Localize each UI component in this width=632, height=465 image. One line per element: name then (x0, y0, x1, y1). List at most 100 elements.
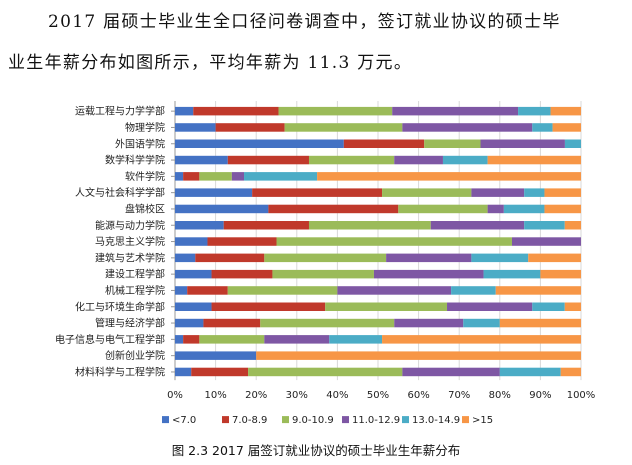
bar-segment (564, 221, 581, 230)
category-label: 机械工程学院 (105, 284, 165, 297)
bar-segment (175, 286, 188, 295)
bar-segment (175, 221, 224, 230)
bar-segment (424, 139, 481, 148)
category-label: 能源与动力学院 (95, 219, 165, 232)
category-label: 人文与社会科学学部 (75, 186, 165, 199)
category-label: 建筑与艺术学院 (95, 251, 165, 264)
bar-segment (278, 106, 393, 116)
legend-swatch (462, 416, 469, 424)
bar-segment (276, 237, 512, 246)
bar-segment (386, 253, 472, 263)
legend-label: <7.0 (172, 415, 196, 426)
bar-segment (175, 318, 204, 328)
bar-segment (199, 335, 265, 344)
x-tick-label: 0% (167, 390, 183, 401)
bar-segment (511, 237, 581, 246)
category-label: 电子信息与电气工程学部 (55, 333, 165, 346)
bar-segment (308, 155, 395, 165)
legend-label: 7.0-8.9 (232, 415, 267, 426)
bar-segment (211, 269, 273, 279)
bar-segment (524, 188, 545, 197)
x-tick-label: 80% (489, 390, 511, 401)
bar-segment (394, 155, 443, 165)
bar-segment (211, 302, 326, 311)
bar-segment (175, 253, 196, 263)
bar-segment (284, 123, 403, 132)
bar-segment (175, 237, 208, 246)
bar-segment (382, 188, 472, 197)
bar-segment (175, 335, 184, 344)
bar-segment (244, 172, 318, 181)
bar-segment (552, 123, 581, 132)
bar-segment (343, 139, 425, 148)
category-label: 软件学院 (125, 170, 165, 183)
bar-segment (463, 318, 500, 328)
category-label: 盘锦校区 (125, 202, 165, 215)
x-tick-label: 60% (407, 390, 429, 401)
legend-swatch (162, 416, 169, 424)
legend-swatch (222, 416, 229, 424)
bar-segment (325, 302, 448, 311)
bar-segment (540, 269, 581, 279)
legend-label: >15 (472, 415, 493, 426)
intro-text-line-1: 2017 届硕士毕业生全口径问卷调查中，签订就业协议的硕士毕 (48, 12, 561, 32)
bar-segment (532, 302, 565, 311)
category-label: 材料科学与工程学院 (75, 365, 165, 378)
bar-segment (175, 139, 344, 148)
bar-segment (394, 318, 464, 328)
bar-segment (175, 302, 212, 311)
bar-segment (518, 106, 551, 116)
bar-segment (495, 286, 581, 295)
bar-segment (317, 172, 581, 181)
bar-segment (382, 335, 581, 344)
bar-segment (175, 172, 184, 181)
bar-segment (199, 172, 232, 181)
bar-segment (183, 172, 200, 181)
bar-segment (499, 367, 561, 377)
bar-segment (499, 318, 581, 328)
category-label: 创新创业学院 (105, 349, 165, 362)
bar-segment (560, 367, 581, 377)
bar-segment (480, 139, 565, 148)
legend-swatch (342, 416, 349, 424)
salary-distribution-chart: 运载工程与力学学部物理学院外国语学院数学科学学院软件学院人文与社会科学学部盘锦校… (55, 101, 595, 426)
bar-segment (252, 188, 383, 197)
legend-label: 9.0-10.9 (292, 415, 334, 426)
bar-segment (268, 204, 399, 214)
intro-text-line-2: 业生年薪分布如图所示，平均年薪为 11.3 万元。 (8, 53, 413, 73)
x-tick-label: 40% (326, 390, 348, 401)
bar-segment (207, 237, 277, 246)
bar-segment (524, 221, 565, 230)
figure-caption: 图 2.3 2017 届签订就业协议的硕士毕业生年薪分布 (171, 443, 461, 458)
legend-swatch (282, 416, 289, 424)
bar-segment (483, 269, 541, 279)
category-label: 运载工程与力学学部 (75, 105, 165, 118)
bar-segment (264, 253, 387, 263)
bar-segment (392, 106, 519, 116)
bar-segment (175, 155, 228, 165)
bar-segment (402, 367, 500, 377)
bar-segment (183, 335, 200, 344)
bar-segment (248, 367, 403, 377)
bar-segment (373, 269, 484, 279)
bar-segment (272, 269, 374, 279)
bar-segment (471, 253, 529, 263)
bar-segment (430, 221, 525, 230)
bar-segment (308, 221, 431, 230)
category-label: 物理学院 (125, 121, 165, 134)
x-axis-tick-labels: 0% 10% 20% 30% 40% 50% 60% 70% 80% 90% 100% (167, 390, 595, 401)
category-label: 马克思主义学院 (95, 235, 165, 248)
legend: <7.0 7.0-8.9 9.0-10.9 11.0-12.9 13.0-14.9 >15 (162, 415, 493, 426)
category-label: 数学科学学院 (105, 154, 165, 167)
bar-segment (191, 367, 249, 377)
bar-segment (451, 286, 496, 295)
bar-segment (175, 204, 269, 214)
bar-segment (337, 286, 452, 295)
legend-label: 13.0-14.9 (412, 415, 460, 426)
bar-segment (329, 335, 383, 344)
category-label: 化工与环境生命学部 (75, 300, 165, 313)
bar-segment (471, 188, 525, 197)
bar-segment (187, 286, 228, 295)
x-tick-label: 70% (448, 390, 470, 401)
bar-segment (544, 188, 581, 197)
